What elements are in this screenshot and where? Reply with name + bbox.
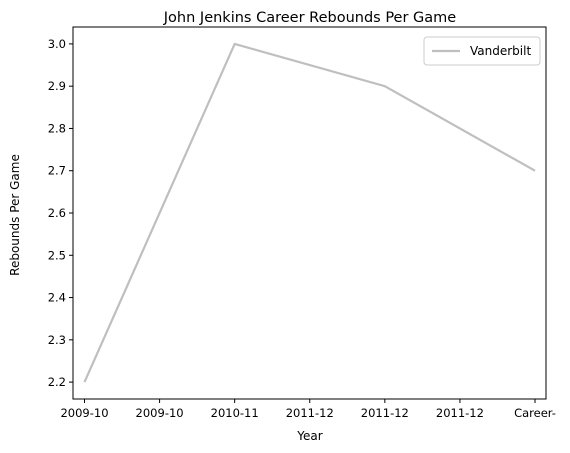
legend: Vanderbilt (424, 37, 540, 65)
x-tick-label: Career- (514, 406, 556, 420)
x-tick-label: 2011-12 (286, 406, 334, 420)
y-tick-label: 2.6 (48, 206, 66, 220)
y-axis-label: Rebounds Per Game (8, 154, 22, 276)
y-tick-label: 2.5 (48, 248, 66, 262)
y-tick-label: 2.2 (48, 375, 66, 389)
y-tick-label: 2.9 (48, 79, 66, 93)
x-tick-label: 2009-10 (60, 406, 108, 420)
chart-title: John Jenkins Career Rebounds Per Game (163, 10, 457, 26)
plot-area (73, 27, 546, 399)
x-tick-label: 2010-11 (211, 406, 259, 420)
legend-label-vanderbilt: Vanderbilt (470, 44, 531, 58)
y-tick-label: 2.3 (48, 333, 66, 347)
y-axis-ticks: 2.2 2.3 2.4 2.5 2.6 2.7 2.8 2.9 3.0 (48, 37, 73, 389)
x-axis-label: Year (296, 429, 322, 443)
y-tick-label: 2.7 (48, 164, 66, 178)
series-line-vanderbilt (85, 44, 536, 382)
x-axis-ticks: 2009-10 2009-10 2010-11 2011-12 2011-12 2011-… (60, 399, 555, 420)
series-layer (85, 44, 536, 382)
x-tick-label: 2011-12 (361, 406, 409, 420)
y-tick-label: 3.0 (48, 37, 66, 51)
x-tick-label: 2009-10 (136, 406, 184, 420)
x-tick-label: 2011-12 (436, 406, 484, 420)
y-tick-label: 2.8 (48, 121, 66, 135)
y-tick-label: 2.4 (48, 291, 66, 305)
